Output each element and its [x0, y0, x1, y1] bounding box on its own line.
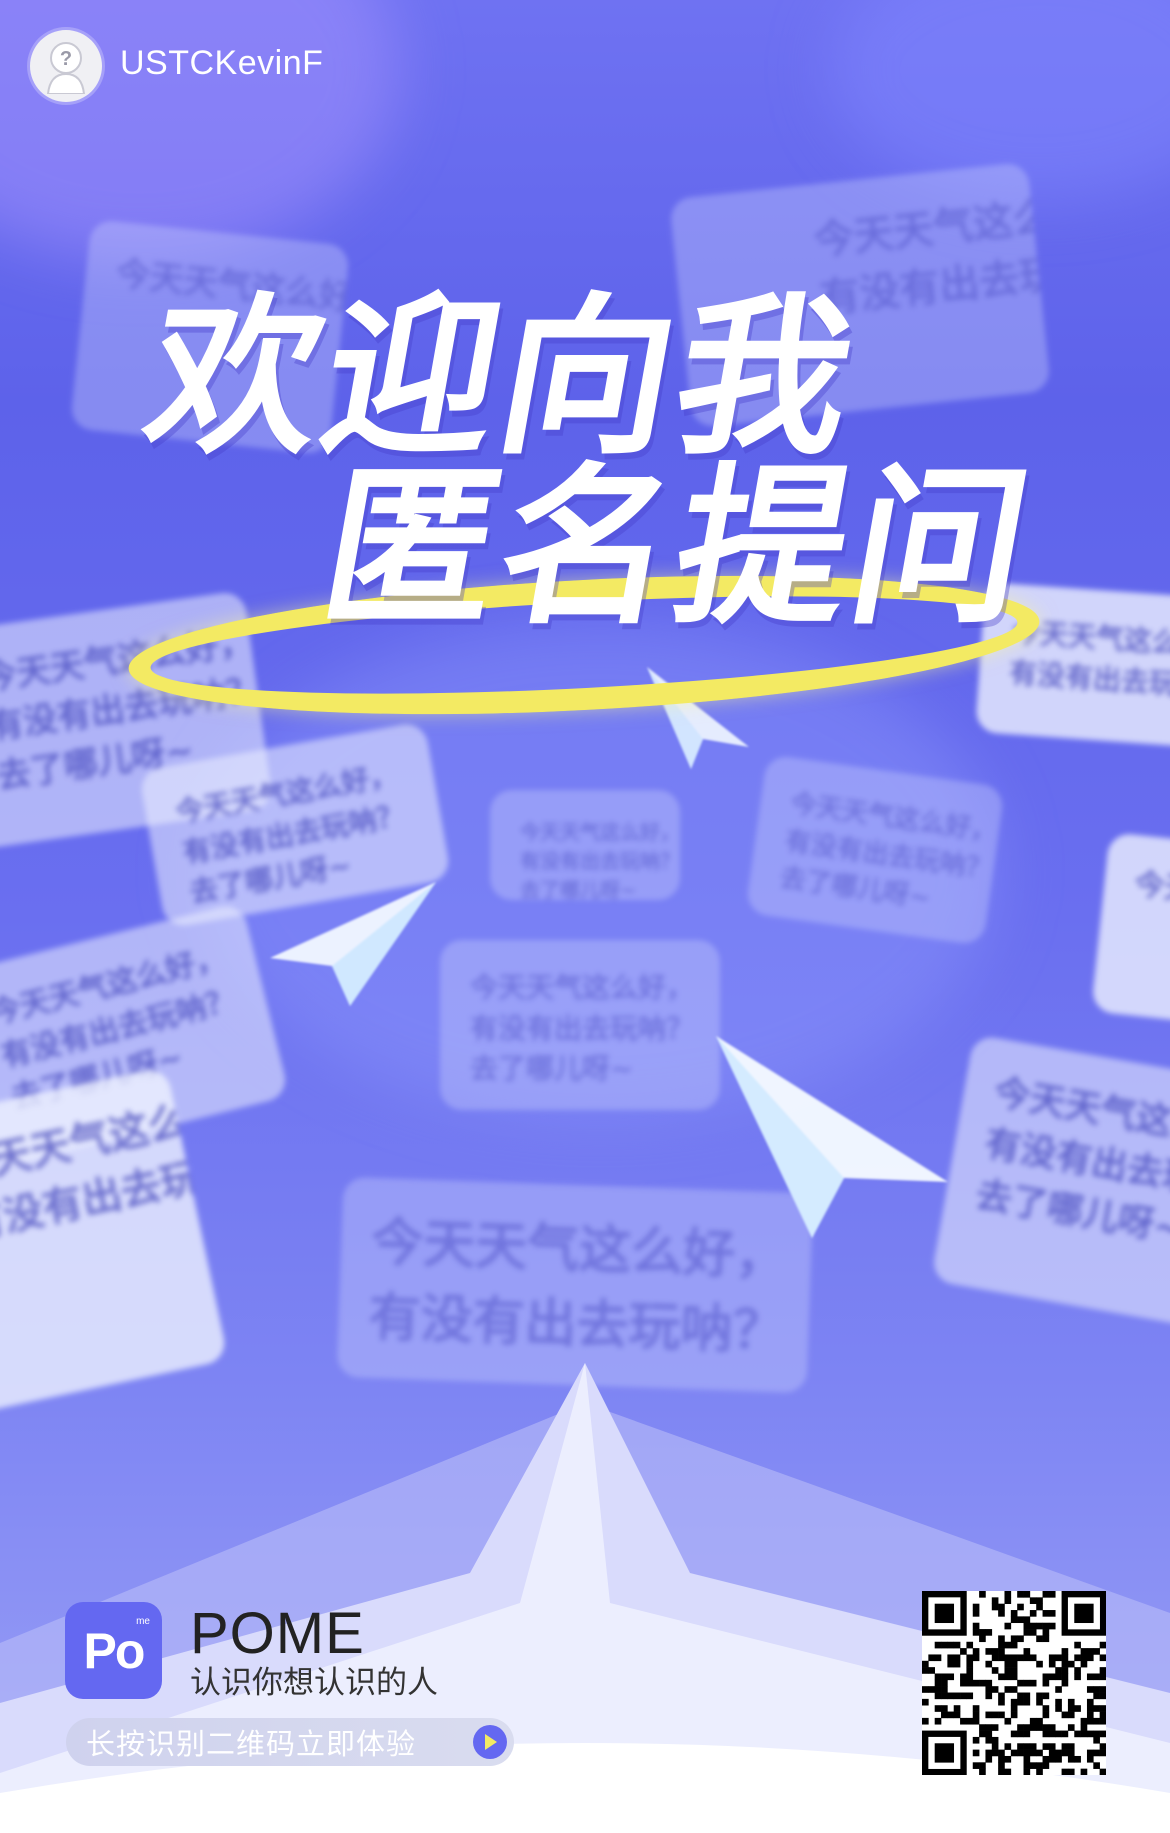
paper-plane-icon: [716, 1036, 948, 1238]
brand-slogan: 认识你想认识的人: [190, 1665, 438, 1701]
qr-code-icon[interactable]: [922, 1591, 1106, 1775]
brand-name: POME: [190, 1601, 365, 1666]
background-question-card: 今天天气这么好， 有没有出去玩呐？ 去了哪儿呀~: [440, 940, 720, 1110]
paper-plane-icon: [647, 667, 749, 769]
play-arrow-icon: [473, 1725, 507, 1759]
svg-text:?: ?: [60, 48, 72, 70]
username: USTCKevinF: [120, 44, 324, 82]
paper-plane-icon: [270, 882, 436, 1006]
pome-logo: Po me: [65, 1602, 162, 1699]
headline-line-2: 匿名提问: [308, 447, 1048, 648]
background-question-card: 今天天气这么好， 有没有出去玩呐？ 去了哪儿呀~: [745, 754, 1005, 946]
cta-pill[interactable]: 长按识别二维码立即体验: [66, 1718, 514, 1766]
cta-label: 长按识别二维码立即体验: [86, 1727, 417, 1761]
anonymous-avatar-icon: ?: [46, 42, 86, 94]
logo-text: Po: [83, 1622, 146, 1679]
logo-superscript: me: [136, 1616, 150, 1627]
headline-line-1: 欢迎向我: [132, 277, 872, 478]
background-question-card: 今天天气这么好， 有没有出去玩呐？ 去了哪儿呀~: [490, 790, 680, 900]
poster-footer: Po me POME 认识你想认识的人 长按识别二维码立即体验: [0, 1555, 1170, 1833]
avatar[interactable]: ?: [30, 30, 102, 102]
background-question-card: 今天天气这么好，: [1091, 832, 1170, 1028]
